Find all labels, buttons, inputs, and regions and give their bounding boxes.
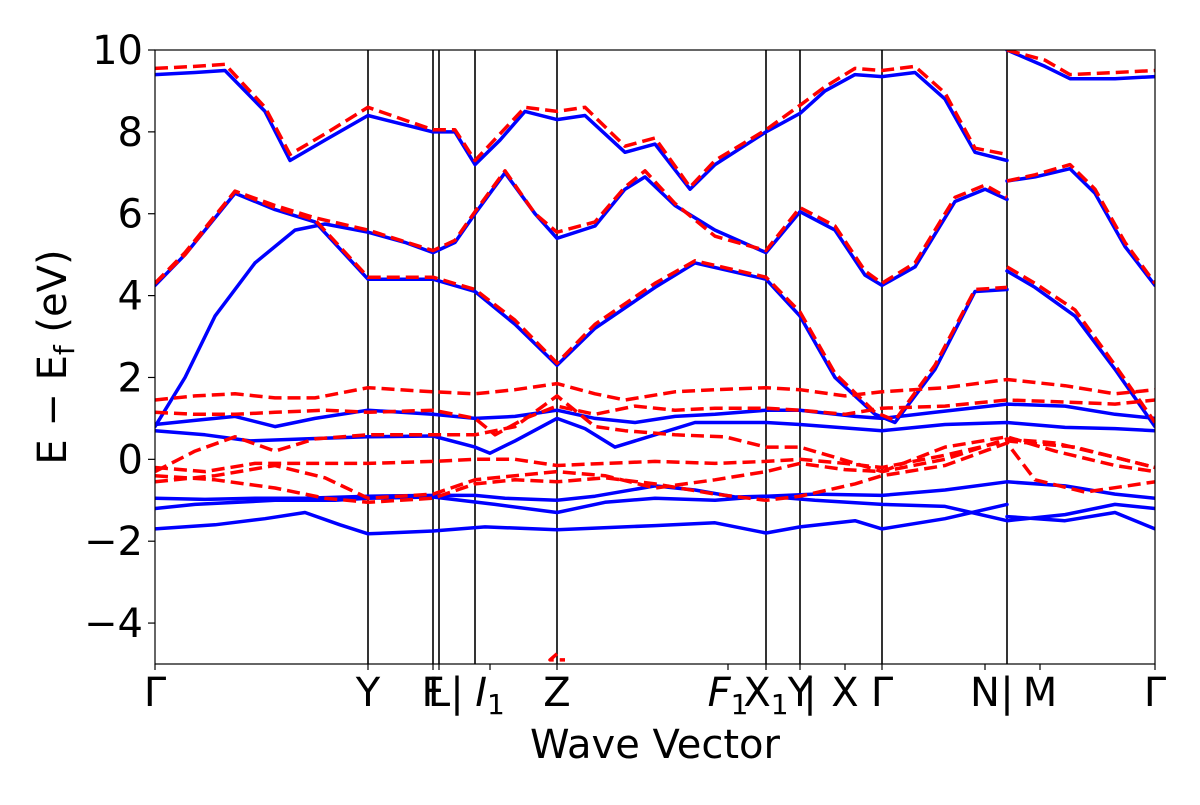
band-dashed-5-0 [155,377,1155,402]
band-solid-7-0 [155,68,1009,191]
y-axis: −4 −2 0 2 4 6 8 10 [84,28,155,647]
x-tick-label: Γ [1144,670,1167,716]
band-solid-6-0 [155,191,1009,425]
y-tick-label: 4 [118,274,143,320]
series-layer [155,50,1155,662]
x-tick-label: L [428,670,451,716]
y-tick-label: −2 [84,519,143,565]
band-dashed-3-0 [155,394,1155,474]
x-tick-label: Γ [144,670,167,716]
band-solid-0-0 [155,502,1009,536]
band-dashed-7-1 [1006,265,1155,424]
band-solid-3-0 [155,416,1155,455]
band-solid-0-1 [1005,510,1155,531]
band-dashed-6-0 [155,169,1008,286]
band-solid-4-0 [155,402,1155,429]
band-dashed-6-1 [1006,162,1155,285]
x-tick-label: | [1000,670,1013,716]
x-tick-label: I1 [475,670,505,721]
x-tick-label: F [421,670,444,716]
series-dashed [155,50,1155,662]
x-tick-label: | [803,670,816,716]
band-dashed-7-0 [155,189,1008,423]
band-dashed-4-0 [155,398,1155,437]
x-tick-label: N [970,670,1000,716]
x-tick-label: Y [355,670,381,716]
x-tick-label: X [831,670,858,716]
band-solid-6-1 [1005,269,1155,429]
x-tick-label: Y [787,670,813,716]
band-dashed-9-0 [548,652,565,662]
band-solid-5-0 [155,171,1009,429]
y-tick-label: 8 [118,110,143,156]
x-tick-label: | [450,670,463,716]
band-dashed-0-0 [155,441,1155,505]
y-tick-label: −4 [84,601,143,647]
band-dashed-1-0 [155,435,1155,500]
x-tick-label: Z [543,670,570,716]
band-solid-7-1 [1005,50,1155,81]
high-symmetry-lines [367,50,1008,664]
x-tick-label: Γ [871,670,894,716]
band-dashed-8-1 [1006,50,1155,77]
y-tick-label: 10 [92,28,143,74]
x-axis-label: Wave Vector [530,722,781,768]
x-tick-label: X1 [743,670,788,721]
band-dashed-8-0 [155,62,1008,189]
plot-frame [154,49,1156,665]
x-tick-label: M [1023,670,1058,716]
y-tick-label: 2 [118,355,143,401]
x-tick-label: F1 [708,670,749,721]
band-dashed-2-0 [155,439,1155,474]
y-tick-label: 6 [118,192,143,238]
y-axis-label: E − Ef (eV) [30,249,81,464]
y-tick-label: 0 [118,437,143,483]
band-solid-5-1 [1005,166,1155,288]
